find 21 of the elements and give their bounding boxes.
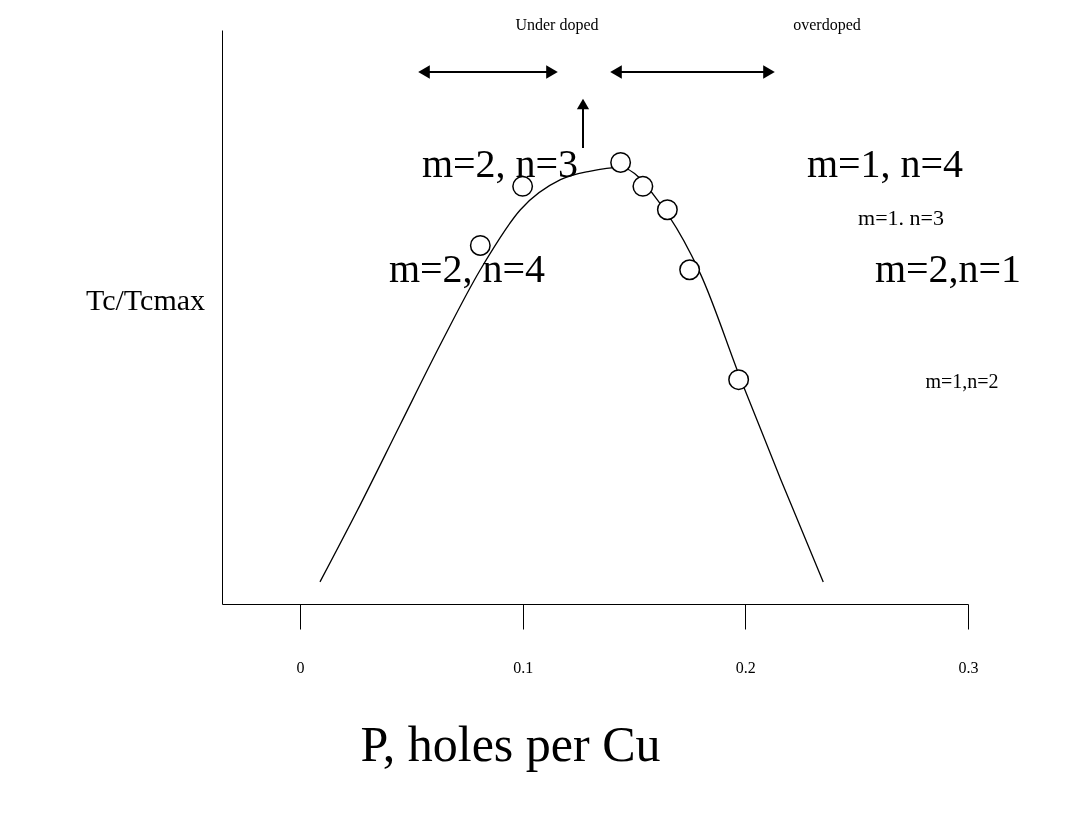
x-axis-title: P, holes per Cu	[360, 715, 661, 772]
point	[469, 234, 491, 256]
y-axis-title: Tc/Tcmax	[85, 282, 206, 316]
point	[512, 175, 534, 197]
point	[632, 175, 654, 197]
x-tick-label: 0.3	[958, 658, 979, 676]
annotation: m=1, n=4	[806, 141, 964, 186]
point	[679, 259, 701, 281]
annotation: m=2,n=1	[874, 246, 1022, 291]
point	[656, 199, 678, 221]
x-tick-label: 0	[296, 658, 305, 676]
annotation: m=1,n=2	[925, 370, 999, 392]
text: overdoped	[793, 16, 861, 34]
point	[610, 151, 632, 173]
annotation: m=2, n=3	[421, 141, 579, 186]
text: Under doped	[515, 16, 599, 34]
x-tick-label: 0.1	[513, 658, 534, 676]
point	[728, 369, 750, 391]
annotation: m=2, n=4	[388, 246, 546, 291]
annotation: m=1. n=3	[858, 205, 944, 230]
x-tick-label: 0.2	[735, 658, 756, 676]
